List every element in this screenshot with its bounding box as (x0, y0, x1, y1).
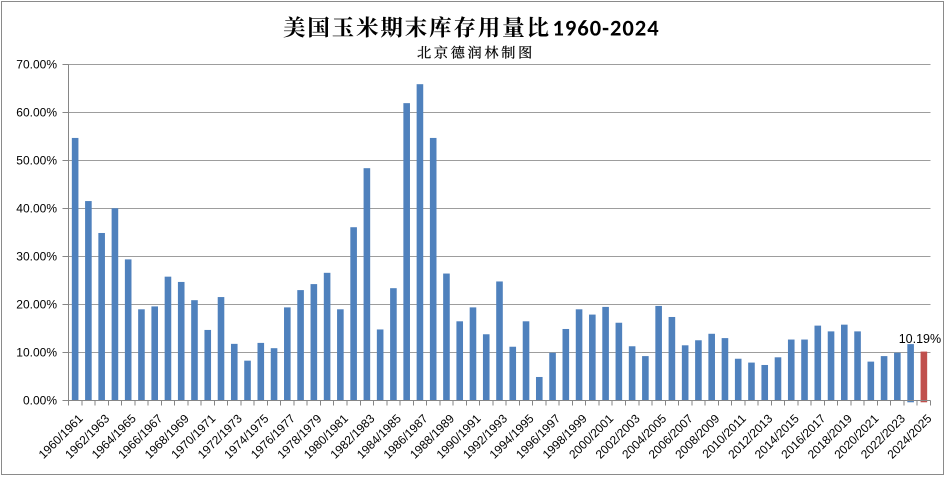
svg-text:10.19%: 10.19% (899, 332, 941, 346)
svg-text:50.00%: 50.00% (16, 153, 57, 167)
svg-text:60.00%: 60.00% (16, 105, 57, 119)
svg-text:20.00%: 20.00% (16, 297, 57, 311)
svg-text:0.00%: 0.00% (23, 393, 57, 407)
svg-text:30.00%: 30.00% (16, 249, 57, 263)
svg-text:70.00%: 70.00% (16, 57, 57, 71)
svg-text:40.00%: 40.00% (16, 201, 57, 215)
svg-text:10.00%: 10.00% (16, 345, 57, 359)
